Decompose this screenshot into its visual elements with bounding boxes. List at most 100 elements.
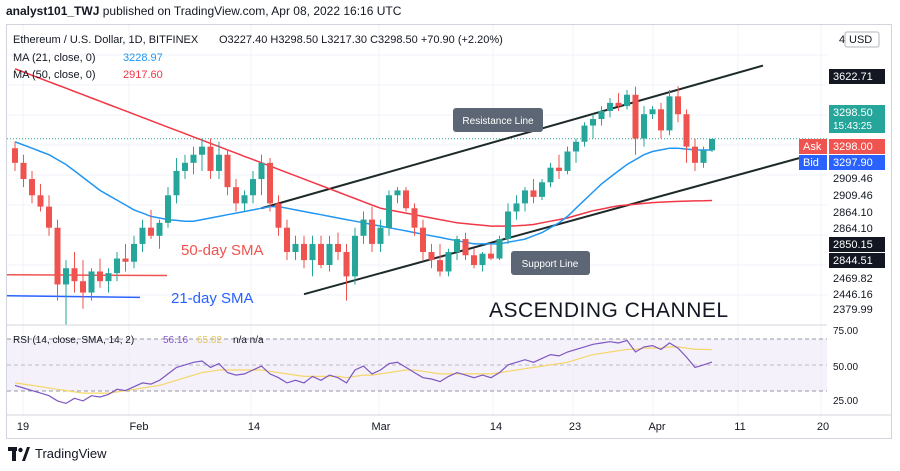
currency-button[interactable]: 4 USD — [839, 31, 880, 48]
candle-63 — [547, 162, 554, 188]
candle-76 — [658, 102, 664, 139]
support-label: Support Line — [522, 259, 579, 270]
candle-44 — [386, 190, 392, 236]
publish-info: published on TradingView.com, Apr 08, 20… — [102, 4, 402, 18]
candle-29 — [258, 154, 265, 196]
time-tick-3: Mar — [372, 421, 391, 433]
ma50-path — [14, 68, 713, 227]
resistance-label: Resistance Line — [462, 116, 534, 127]
price-tag-6: 2864.10 — [829, 205, 885, 220]
candle-82 — [709, 138, 715, 152]
candle-70 — [607, 97, 613, 118]
candle-53 — [462, 232, 469, 261]
ma50-label[interactable]: MA (50, close, 0) — [13, 69, 96, 81]
price-tag-4: 2909.46 — [829, 171, 885, 186]
publisher-name[interactable]: analyst101_TWJ — [6, 4, 100, 18]
candle-28 — [250, 170, 256, 204]
candle-33 — [292, 235, 299, 261]
footer-brand[interactable]: TradingView — [35, 446, 107, 461]
candle-48 — [420, 219, 426, 261]
sma50-annotation: 50-day SMA — [181, 242, 264, 259]
chart-legend: Ethereum / U.S. Dollar, 1D, BITFINEX O32… — [13, 34, 503, 81]
candle-42 — [369, 206, 375, 253]
tradingview-logo-icon — [8, 446, 30, 461]
time-tick-6: Apr — [648, 421, 665, 433]
rsi-tick-75: 75.00 — [833, 326, 858, 337]
price-tag-11: 2446.16 — [829, 287, 885, 302]
svg-text:Ask: Ask — [803, 141, 822, 153]
candle-24 — [216, 141, 222, 180]
candle-12 — [114, 252, 120, 282]
candle-57 — [496, 235, 503, 261]
price-tag-0: 3622.71 — [829, 69, 885, 84]
footer: TradingView — [8, 446, 107, 461]
symbol-title[interactable]: Ethereum / U.S. Dollar, 1D, BITFINEX — [13, 34, 199, 46]
candle-38 — [335, 232, 341, 261]
candle-43 — [377, 219, 384, 253]
candle-77 — [666, 89, 673, 136]
candle-73 — [632, 86, 639, 155]
candle-81 — [700, 146, 707, 168]
candle-68 — [590, 114, 596, 139]
rsi-tick-25: 25.00 — [833, 396, 858, 407]
candle-22 — [199, 138, 205, 171]
candle-78 — [675, 86, 681, 123]
candle-46 — [403, 187, 409, 212]
candle-32 — [284, 219, 290, 261]
channel-annotation: ASCENDING CHANNEL — [489, 299, 729, 322]
resistance-callout: Resistance Line — [453, 108, 543, 132]
rsi-line — [14, 339, 713, 405]
publish-header: analyst101_TWJ published on TradingView.… — [6, 4, 401, 18]
candle-58 — [505, 203, 511, 244]
candle-39 — [343, 243, 350, 301]
time-axis[interactable]: 19 Feb 14 Mar 14 23 Apr 11 20 — [17, 421, 829, 433]
candle-14 — [131, 235, 137, 269]
candle-25 — [224, 149, 231, 196]
svg-text:3298.00: 3298.00 — [833, 141, 873, 153]
time-tick-0: 19 — [17, 421, 29, 433]
price-tag-7: 2864.10 — [829, 221, 885, 236]
candle-37 — [326, 235, 333, 272]
candle-27 — [241, 190, 248, 212]
annotations: Resistance Line Support Line 50-day SMA … — [171, 108, 729, 322]
chart-svg[interactable]: Ethereum / U.S. Dollar, 1D, BITFINEX O32… — [6, 25, 891, 438]
rsi-label[interactable]: RSI (14, close, SMA, 14, 2) — [13, 335, 134, 346]
candle-61 — [530, 179, 537, 204]
candle-15 — [139, 219, 146, 253]
candle-80 — [692, 138, 698, 171]
price-tag-1: 3298.50 15:43:25 — [829, 105, 885, 133]
time-tick-1: Feb — [130, 421, 149, 433]
candle-49 — [428, 243, 435, 269]
candle-51 — [445, 248, 452, 277]
candle-13 — [122, 243, 129, 272]
candle-41 — [360, 211, 367, 244]
candle-4 — [46, 195, 52, 236]
ma21-label[interactable]: MA (21, close, 0) — [13, 52, 96, 64]
candle-59 — [513, 195, 520, 220]
candle-23 — [207, 138, 214, 180]
candle-75 — [649, 106, 656, 120]
candles — [12, 86, 715, 325]
candle-2 — [29, 170, 35, 204]
currency-prefix: 4 — [839, 34, 845, 46]
chart-frame: Ethereum / U.S. Dollar, 1D, BITFINEX O32… — [6, 24, 892, 439]
candle-60 — [522, 187, 528, 212]
price-axis[interactable]: 3622.71 3298.50 15:43:25 Ask 3298.00 Bid 3297.… — [799, 69, 885, 317]
candle-62 — [539, 179, 545, 201]
candle-55 — [479, 252, 486, 272]
candle-35 — [309, 235, 316, 277]
price-tag-12: 2379.99 — [829, 302, 885, 317]
candle-31 — [275, 195, 282, 236]
candle-50 — [437, 243, 443, 277]
ma50-value: 2917.60 — [123, 69, 163, 81]
candle-6 — [63, 260, 69, 325]
time-tick-7: 11 — [734, 421, 745, 433]
price-tag-9: 2844.51 — [829, 253, 885, 268]
sma-reference-lines — [6, 273, 168, 299]
currency-label: USD — [849, 34, 872, 46]
rsi-pane: RSI (14, close, SMA, 14, 2) 56.16 65.82 … — [7, 326, 858, 407]
candle-40 — [352, 227, 358, 285]
candle-9 — [88, 268, 95, 301]
time-tick-8: 20 — [817, 421, 829, 433]
candle-47 — [411, 203, 418, 236]
